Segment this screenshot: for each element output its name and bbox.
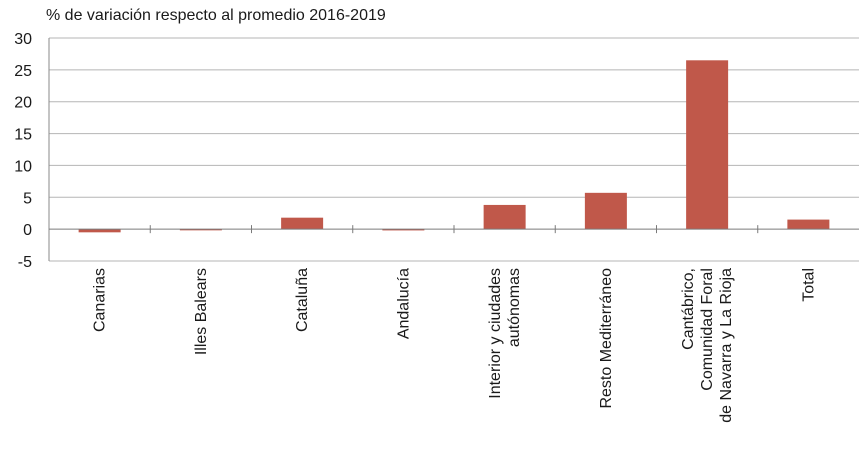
y-tick-label: 20 [14,95,32,112]
category-label: Canarias [92,268,109,332]
axes [48,38,859,261]
y-tick-label: 10 [14,158,32,175]
category-label: de Navarra y La Rioja [718,268,735,423]
y-tick-label: 5 [23,190,32,207]
category-label: Illes Balears [193,268,210,355]
bar [281,217,324,230]
category-label: Interior y ciudades [487,268,504,399]
y-tick-label: 30 [14,31,32,48]
category-label: Comunidad Foral [699,268,716,391]
bar [686,60,729,230]
bars [78,60,830,233]
bar [78,229,121,233]
bar [382,229,425,231]
bar [787,219,830,230]
y-tick-label: 25 [14,63,32,80]
y-tick-label: -5 [18,254,32,271]
category-label: Cataluña [294,268,311,332]
bar [179,229,222,231]
y-tick-labels: -5 0 5 10 15 20 25 30 [14,31,32,271]
category-label: autónomas [506,268,523,347]
y-tick-label: 15 [14,127,32,144]
category-label: Cantábrico, [680,268,697,350]
category-label: Resto Mediterráneo [598,268,615,409]
bar [584,192,627,230]
category-label: Total [800,268,817,302]
chart-title: % de variación respecto al promedio 2016… [46,7,386,24]
bar [483,204,526,230]
y-tick-label: 0 [23,222,32,239]
category-label: Andalucía [395,268,412,339]
x-category-labels: Canarias Illes Balears Cataluña Andalucía In… [92,268,818,423]
